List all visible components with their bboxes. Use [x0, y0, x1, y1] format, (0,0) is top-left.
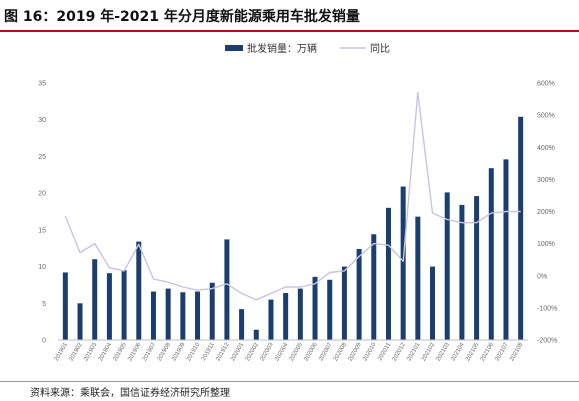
- y-left-tick-label: 20: [38, 191, 46, 198]
- bar-201907: [150, 291, 156, 340]
- y-left-tick-label: 25: [38, 154, 46, 161]
- bar-202107: [503, 159, 509, 340]
- y-right-tick-label: 300%: [537, 177, 555, 184]
- legend-label-bar: 批发销量：万辆: [247, 42, 317, 55]
- bar-202011: [385, 207, 391, 340]
- x-tick-label-202106: 202106: [480, 341, 496, 362]
- x-tick-label-201910: 201910: [186, 341, 202, 362]
- x-tick-label-202004: 202004: [274, 341, 290, 362]
- bar-202003: [268, 299, 274, 340]
- right-y-axis: -200% -100% 0% 100% 200% 300% 400% 500% 600%: [537, 81, 557, 345]
- bar-201909: [180, 292, 186, 340]
- bar-201904: [106, 273, 112, 340]
- source-divider: [0, 381, 579, 382]
- x-tick-label-202007: 202007: [318, 341, 334, 362]
- line-series: [64, 91, 521, 301]
- y-right-tick-label: 500%: [537, 113, 555, 120]
- bar-202010: [371, 234, 377, 340]
- x-tick-label-202107: 202107: [495, 341, 511, 362]
- x-tick-label-201906: 201906: [127, 341, 143, 362]
- y-right-tick-label: 100%: [537, 241, 555, 248]
- y-left-tick-label: 30: [38, 117, 46, 124]
- bar-202106: [488, 168, 494, 340]
- x-tick-label-201911: 201911: [201, 341, 216, 362]
- x-tick-label-202103: 202103: [436, 341, 452, 362]
- bar-201911: [209, 282, 215, 340]
- bar-202004: [283, 293, 289, 340]
- bar-series: [62, 116, 524, 340]
- chart-legend: 批发销量：万辆 同比: [225, 42, 390, 55]
- bar-201902: [77, 303, 83, 340]
- bar-202002: [253, 329, 259, 340]
- x-tick-label-202010: 202010: [362, 341, 378, 362]
- x-tick-label-202005: 202005: [289, 341, 305, 362]
- y-left-tick-label: 0: [42, 338, 46, 345]
- y-right-tick-label: 200%: [537, 209, 555, 216]
- bar-202108: [518, 116, 524, 340]
- x-tick-label-202001: 202001: [230, 341, 246, 362]
- x-tick-label-202105: 202105: [465, 341, 481, 362]
- bar-202007: [327, 279, 333, 340]
- bar-202102: [430, 266, 436, 340]
- bar-201903: [92, 259, 98, 340]
- bar-201905: [121, 270, 127, 340]
- legend-swatch-bar: [225, 45, 243, 51]
- bar-201908: [165, 288, 171, 340]
- bar-202005: [297, 288, 303, 340]
- x-tick-label-202102: 202102: [421, 341, 437, 362]
- y-right-tick-label: -200%: [537, 338, 557, 345]
- figure-title: 图 16：2019 年-2021 年分月度新能源乘用车批发销量: [4, 9, 360, 25]
- bar-201910: [195, 291, 201, 340]
- bar-202012: [400, 186, 406, 340]
- x-tick-label-201901: 201901: [54, 341, 70, 362]
- source-note: 资料来源：乘联会，国信证券经济研究所整理: [30, 388, 230, 399]
- y-right-tick-label: 400%: [537, 145, 555, 152]
- title-divider: [0, 30, 579, 32]
- x-tick-label-201909: 201909: [171, 341, 187, 362]
- bar-201901: [62, 272, 68, 340]
- x-axis: 201901 201902 201903 201904 201905 201906 2019…: [54, 341, 525, 362]
- x-tick-label-201912: 201912: [215, 341, 231, 362]
- x-tick-label-202003: 202003: [260, 341, 276, 362]
- x-tick-label-201905: 201905: [113, 341, 129, 362]
- x-tick-label-202006: 202006: [304, 341, 320, 362]
- bar-201912: [224, 239, 230, 340]
- y-left-tick-label: 15: [38, 227, 46, 234]
- x-tick-label-202104: 202104: [450, 341, 466, 362]
- left-y-axis: 0 5 10 15 20 25 30 35: [38, 81, 46, 345]
- x-tick-label-201908: 201908: [157, 341, 173, 362]
- x-tick-label-201904: 201904: [98, 341, 114, 362]
- x-tick-label-201907: 201907: [142, 341, 158, 362]
- x-tick-label-202012: 202012: [392, 341, 408, 362]
- bar-202105: [474, 196, 480, 340]
- x-tick-label-202011: 202011: [377, 341, 392, 362]
- x-tick-label-201902: 201902: [69, 341, 85, 362]
- bar-201906: [136, 241, 142, 340]
- y-right-tick-label: 600%: [537, 81, 555, 88]
- x-tick-label-202101: 202101: [406, 341, 422, 362]
- y-left-tick-label: 35: [38, 81, 46, 88]
- yoy-line: [64, 91, 521, 301]
- x-tick-label-202008: 202008: [333, 341, 349, 362]
- bar-202009: [356, 248, 362, 340]
- bar-202103: [444, 192, 450, 340]
- bar-202008: [341, 266, 347, 340]
- x-tick-label-202002: 202002: [245, 341, 261, 362]
- y-right-tick-label: 0%: [537, 273, 547, 280]
- x-tick-label-202108: 202108: [509, 341, 525, 362]
- y-left-tick-label: 10: [38, 264, 46, 271]
- y-right-tick-label: -100%: [537, 305, 557, 312]
- bar-202006: [312, 276, 318, 340]
- bar-line-chart: 批发销量：万辆 同比 0 5 10 15 20 25 30 35 -200% -100% 0% 10…: [38, 42, 557, 362]
- y-left-tick-label: 5: [42, 301, 46, 308]
- x-tick-label-201903: 201903: [83, 341, 99, 362]
- bar-202001: [239, 309, 245, 340]
- bar-202101: [415, 216, 421, 340]
- legend-label-line: 同比: [370, 43, 390, 55]
- bar-202104: [459, 204, 465, 340]
- x-tick-label-202009: 202009: [348, 341, 364, 362]
